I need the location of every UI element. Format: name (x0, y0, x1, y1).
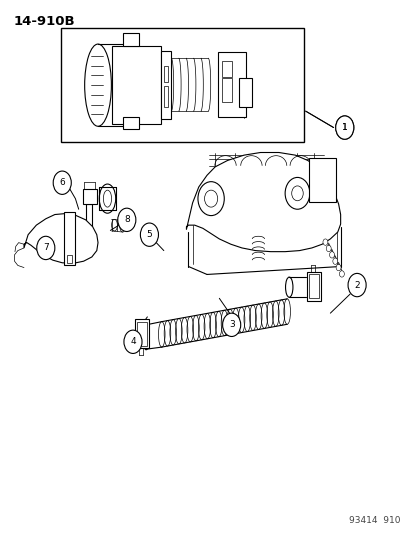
Text: 7: 7 (43, 244, 49, 253)
Text: 2: 2 (354, 280, 359, 289)
Bar (308, 274, 318, 298)
Bar (308, 158, 335, 202)
Bar (137, 321, 147, 345)
Circle shape (335, 264, 340, 271)
Bar (112, 46, 161, 124)
FancyBboxPatch shape (61, 28, 303, 142)
Circle shape (53, 171, 71, 195)
Circle shape (339, 271, 344, 277)
Text: 4: 4 (130, 337, 135, 346)
Bar (306, 272, 320, 301)
Text: 14-910B: 14-910B (14, 14, 75, 28)
Bar (122, 33, 139, 46)
Polygon shape (24, 214, 98, 263)
Bar (161, 51, 171, 119)
Circle shape (222, 313, 240, 336)
Bar (164, 66, 168, 82)
Bar (66, 255, 72, 263)
Circle shape (325, 245, 330, 252)
Text: 1: 1 (341, 123, 347, 132)
Text: 8: 8 (123, 215, 129, 224)
Bar (122, 117, 139, 128)
Bar (164, 86, 168, 108)
Text: 93414  910: 93414 910 (348, 516, 399, 525)
Bar (83, 189, 97, 204)
Text: 6: 6 (59, 178, 65, 187)
Circle shape (322, 239, 327, 245)
Circle shape (140, 223, 158, 246)
Circle shape (332, 258, 337, 264)
Circle shape (335, 116, 353, 139)
Circle shape (335, 116, 353, 139)
Bar (218, 52, 245, 117)
Text: 1: 1 (341, 123, 347, 132)
Bar (135, 319, 149, 348)
Bar (222, 78, 232, 102)
Text: 3: 3 (228, 320, 234, 329)
Bar (222, 61, 232, 77)
Circle shape (117, 208, 135, 231)
Circle shape (329, 252, 334, 258)
Circle shape (347, 273, 365, 297)
Bar (238, 78, 251, 108)
Bar (64, 213, 74, 265)
Text: 5: 5 (146, 230, 152, 239)
Polygon shape (186, 152, 340, 252)
Circle shape (37, 236, 55, 260)
Circle shape (123, 330, 142, 353)
